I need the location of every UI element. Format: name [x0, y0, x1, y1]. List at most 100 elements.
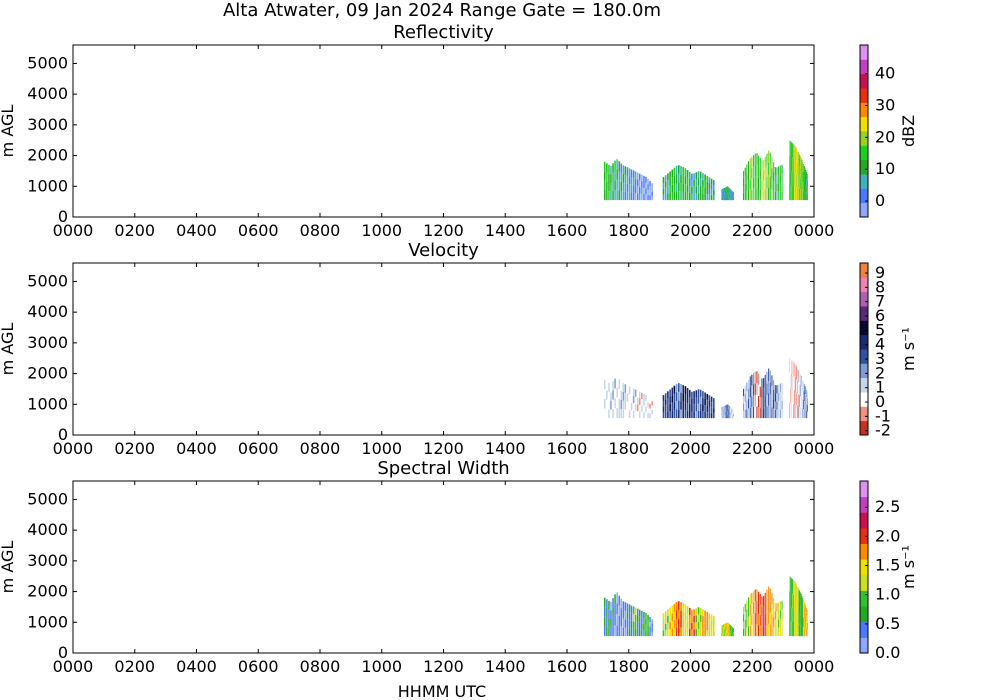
- data-cell: [612, 626, 614, 637]
- data-cell: [610, 401, 612, 410]
- data-cell: [805, 410, 807, 419]
- data-cell: [725, 405, 726, 409]
- data-cell: [806, 622, 808, 630]
- data-cell: [803, 173, 804, 182]
- data-cell: [797, 624, 799, 637]
- data-cell: [761, 170, 763, 181]
- data-cell: [612, 617, 614, 627]
- data-cell: [721, 407, 723, 411]
- data-cell: [790, 170, 791, 186]
- data-cell: [721, 625, 723, 628]
- data-cell: [614, 615, 616, 626]
- data-cell: [614, 190, 616, 201]
- data-cell: [759, 625, 761, 637]
- data-cell: [669, 192, 671, 201]
- data-cell: [763, 388, 765, 399]
- data-cell: [751, 385, 753, 397]
- data-cell: [754, 153, 756, 166]
- data-cell: [799, 406, 801, 419]
- colorbar-tick-label: -2: [875, 421, 891, 440]
- data-cell: [731, 631, 732, 634]
- data-cell: [721, 412, 723, 416]
- data-cell: [748, 597, 750, 607]
- data-cell: [743, 403, 745, 411]
- data-cell: [730, 189, 732, 193]
- data-cell: [710, 184, 713, 190]
- data-cell: [728, 408, 729, 412]
- data-cell: [626, 603, 629, 612]
- data-cell: [799, 372, 801, 385]
- data-cell: [695, 193, 698, 201]
- data-cell: [639, 404, 641, 412]
- data-cell: [697, 192, 700, 201]
- data-cell: [728, 193, 729, 197]
- data-cell: [626, 183, 629, 192]
- data-cell: [804, 168, 806, 176]
- data-cell: [779, 601, 781, 611]
- data-cell: [641, 617, 643, 624]
- data-cell: [790, 156, 792, 171]
- data-cell: [721, 627, 723, 631]
- data-cell: [643, 188, 645, 195]
- data-cell: [791, 593, 793, 608]
- data-cell: [723, 627, 725, 630]
- data-cell: [604, 171, 606, 181]
- data-cell: [641, 174, 643, 182]
- data-cell: [781, 600, 783, 610]
- x-tick-label: 1400: [485, 221, 526, 240]
- data-cell: [684, 192, 687, 201]
- data-cell: [756, 153, 758, 165]
- data-cell: [795, 160, 797, 174]
- data-cell: [732, 409, 734, 412]
- colorbar-frame: [859, 44, 869, 218]
- data-cell: [798, 394, 800, 407]
- data-cell: [733, 632, 734, 635]
- data-cell: [758, 407, 760, 419]
- data-cell: [727, 193, 728, 197]
- data-cell: [713, 616, 715, 622]
- data-cell: [802, 607, 804, 617]
- data-cell: [790, 373, 791, 389]
- data-cell: [731, 408, 732, 411]
- data-cell: [732, 416, 734, 419]
- data-cell: [748, 607, 750, 617]
- colorbar-label: dBZ: [899, 115, 918, 147]
- data-cell: [710, 396, 713, 402]
- data-cell: [671, 613, 674, 621]
- data-cell: [748, 180, 750, 191]
- data-cell: [608, 627, 610, 637]
- data-cell: [678, 182, 680, 192]
- data-cell: [805, 606, 807, 614]
- data-cell: [628, 192, 631, 201]
- data-cell: [731, 629, 733, 632]
- data-cell: [771, 157, 773, 169]
- data-cell: [620, 598, 622, 609]
- data-cell: [797, 150, 798, 163]
- data-cell: [662, 188, 665, 195]
- data-cell: [708, 194, 711, 201]
- data-cell: [800, 386, 802, 398]
- data-cell: [798, 624, 800, 637]
- colorbar-tick-label: -1: [875, 406, 891, 425]
- panel-title: Reflectivity: [393, 22, 494, 43]
- data-cell: [804, 401, 805, 410]
- colorbar-band: [860, 188, 868, 204]
- data-cell: [614, 398, 616, 409]
- data-cell: [649, 190, 651, 196]
- data-cell: [793, 145, 795, 159]
- data-cell: [731, 413, 733, 416]
- colorbar-band: [860, 277, 868, 293]
- data-cell: [744, 192, 746, 201]
- data-cell: [791, 171, 793, 186]
- data-cell: [645, 400, 647, 407]
- x-tick-label: 0000: [794, 221, 835, 240]
- data-cell: [781, 627, 783, 637]
- data-cell: [689, 629, 691, 637]
- data-cell: [776, 191, 778, 201]
- data-cell: [751, 396, 753, 408]
- data-cell: [708, 177, 711, 183]
- data-cell: [754, 601, 756, 613]
- data-cell: [751, 178, 753, 190]
- data-cell: [803, 382, 804, 391]
